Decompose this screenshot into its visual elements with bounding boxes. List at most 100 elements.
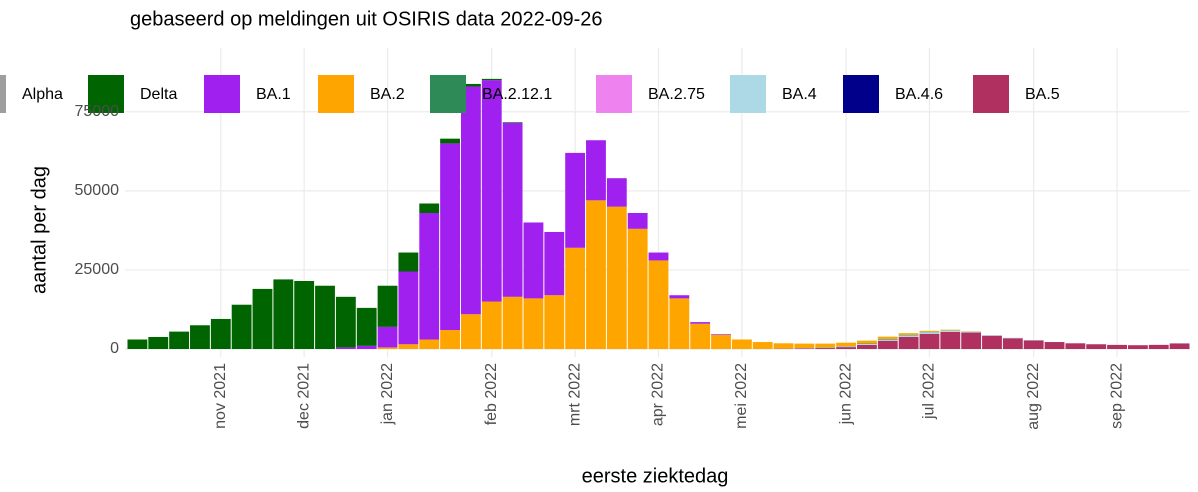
x-tick-label: jun 2022 [837, 363, 854, 425]
bar-segment [898, 336, 919, 349]
bar-segment [315, 285, 335, 349]
bar-segment [836, 342, 857, 347]
legend-label: BA.1 [256, 86, 291, 103]
bar-segment [669, 298, 690, 349]
bar-segment [877, 340, 898, 349]
y-tick-label: 75000 [75, 103, 120, 120]
bar-segment [523, 222, 544, 299]
y-tick-label: 25000 [75, 261, 120, 278]
bar-segment [481, 301, 502, 349]
bar-segment [460, 86, 481, 315]
bar-segment [877, 336, 898, 339]
bar-segment [502, 296, 523, 349]
bar-segment [565, 247, 586, 349]
bar-segment [669, 295, 690, 299]
bar-segment [961, 332, 982, 349]
bar-segment [982, 335, 1002, 336]
bar-segment [356, 307, 377, 346]
bar-segment [190, 325, 210, 349]
x-tick-label: apr 2022 [650, 363, 667, 426]
bar-segment [335, 347, 356, 349]
bar-segment [1002, 338, 1023, 349]
bar-segment [857, 343, 877, 345]
bar-segment [544, 231, 565, 296]
chart-title: gebaseerd op meldingen uit OSIRIS data 2… [130, 8, 603, 30]
bar-segment [481, 80, 502, 302]
bar-segment [690, 323, 711, 349]
bar-segment [690, 322, 711, 324]
bar-segment [440, 330, 460, 349]
legend-label: BA.2 [370, 86, 405, 103]
bar-segment [586, 200, 606, 349]
bar-segment [356, 345, 377, 349]
legend-swatch [318, 75, 354, 113]
bar-segment [815, 348, 836, 349]
bar-segment [1107, 344, 1127, 349]
bar-segment [565, 152, 586, 248]
legend-swatch [204, 75, 240, 113]
bar-segment [898, 335, 919, 337]
bar-segment [377, 326, 398, 348]
bar-segment [398, 252, 419, 272]
y-axis-title: aantal per dag [28, 166, 50, 294]
bar-segment [606, 178, 627, 207]
legend-label: BA.2.75 [648, 86, 705, 103]
x-tick-label: nov 2021 [212, 363, 229, 429]
bar-segment [1086, 344, 1107, 349]
bar-segment [627, 212, 648, 229]
bar-segment [940, 331, 961, 349]
bar-segment [648, 252, 669, 261]
bar-segment [857, 344, 877, 349]
bar-segment [731, 339, 752, 349]
x-tick-label: jul 2022 [921, 363, 938, 420]
bar-segment [419, 339, 440, 349]
bar-segment [1127, 345, 1148, 349]
bar-segment [398, 271, 419, 345]
bar-segment [377, 347, 398, 349]
bar-segment [440, 143, 460, 331]
bar-segment [794, 343, 815, 349]
bar-segment [606, 206, 627, 349]
bar-segment [1148, 344, 1169, 349]
bar-segment [1044, 342, 1065, 349]
legend-swatch [0, 75, 6, 113]
bar-segment [294, 280, 315, 349]
bar-segment [210, 318, 231, 349]
bar-segment [1023, 340, 1044, 349]
bar-segment [377, 285, 398, 327]
legend-swatch [596, 75, 632, 113]
bar-segment [815, 343, 836, 348]
bar-segment [419, 212, 440, 340]
bar-segment [961, 331, 982, 333]
bar-segment [898, 333, 919, 335]
x-tick-label: mrt 2022 [566, 363, 583, 426]
bar-segment [335, 296, 356, 348]
bar-segment [857, 340, 877, 344]
bar-segment [1169, 343, 1190, 349]
bar-segment [1065, 343, 1086, 349]
y-tick-label: 50000 [75, 182, 120, 199]
bar-segment [940, 330, 961, 332]
bar-segment [544, 295, 565, 349]
x-tick-label: aug 2022 [1025, 363, 1042, 430]
bar-segment [836, 346, 857, 348]
legend-swatch [973, 75, 1009, 113]
legend-swatch [843, 75, 879, 113]
legend-label: BA.4.6 [895, 86, 943, 103]
bar-segment [752, 342, 773, 349]
x-tick-label: sep 2022 [1108, 363, 1125, 429]
x-tick-label: dec 2021 [295, 363, 312, 429]
legend-swatch [430, 75, 466, 113]
bar-segment [919, 330, 940, 332]
bar-segment [481, 78, 502, 81]
bar-segment [982, 335, 1002, 349]
y-tick-label: 0 [110, 340, 119, 357]
x-tick-label: feb 2022 [483, 363, 500, 425]
bar-segment [440, 138, 460, 144]
bar-segment [523, 298, 544, 349]
bar-segment [877, 339, 898, 341]
bar-segment [877, 338, 898, 340]
bar-segment [898, 334, 919, 336]
bar-segment [127, 339, 148, 349]
bar-segment [460, 314, 481, 349]
